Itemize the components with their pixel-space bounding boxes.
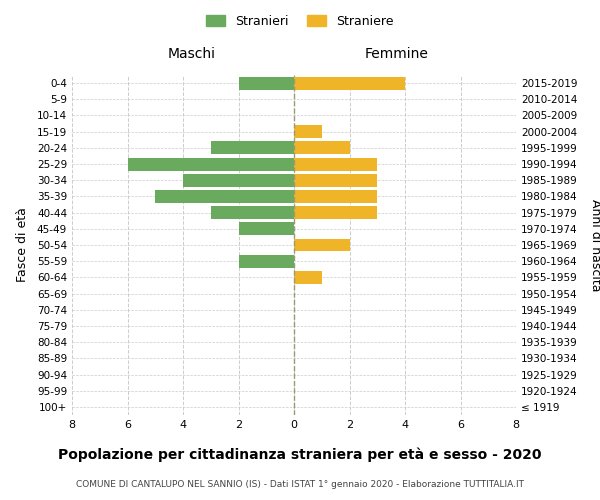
Bar (183, 174, 294, 186)
Bar (294, 76, 405, 90)
Bar (239, 222, 294, 235)
Bar (128, 158, 294, 170)
Bar (294, 190, 377, 203)
Text: Popolazione per cittadinanza straniera per età e sesso - 2020: Popolazione per cittadinanza straniera p… (58, 448, 542, 462)
Bar (239, 254, 294, 268)
Legend: Stranieri, Straniere: Stranieri, Straniere (203, 11, 397, 32)
Text: COMUNE DI CANTALUPO NEL SANNIO (IS) - Dati ISTAT 1° gennaio 2020 - Elaborazione : COMUNE DI CANTALUPO NEL SANNIO (IS) - Da… (76, 480, 524, 489)
Text: Femmine: Femmine (364, 48, 428, 62)
Bar (294, 174, 377, 186)
Bar (294, 125, 322, 138)
Bar (155, 190, 294, 203)
Bar (294, 271, 322, 284)
Y-axis label: Fasce di età: Fasce di età (16, 208, 29, 282)
Y-axis label: Anni di nascita: Anni di nascita (589, 198, 600, 291)
Bar (211, 206, 294, 219)
Bar (294, 238, 350, 252)
Bar (294, 206, 377, 219)
Text: Maschi: Maschi (168, 48, 216, 62)
Bar (239, 76, 294, 90)
Bar (294, 142, 350, 154)
Bar (211, 142, 294, 154)
Bar (294, 158, 377, 170)
